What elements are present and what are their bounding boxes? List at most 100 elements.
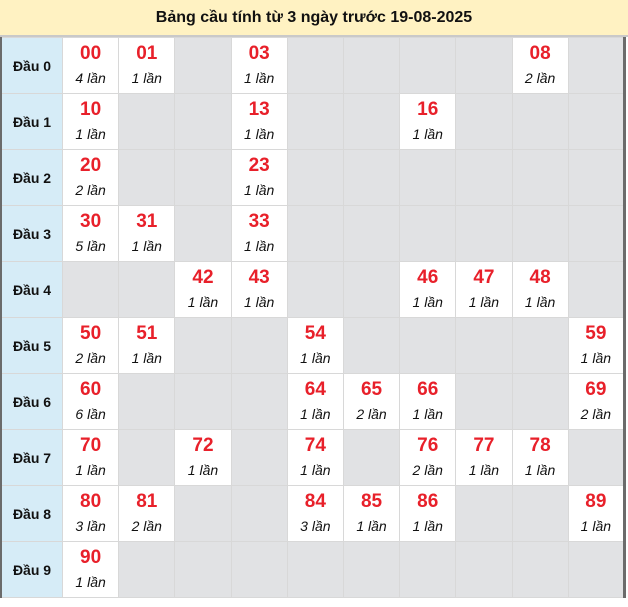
number-cell: 65 2 lần <box>342 373 401 430</box>
lotto-number: 86 <box>417 491 439 512</box>
table-row: Đầu 5 50 2 lần 51 1 lần 54 1 lần 59 1 lần <box>0 317 626 374</box>
occurrence-count: 5 lần <box>75 238 106 254</box>
occurrence-count: 1 lần <box>412 518 443 534</box>
occurrence-count: 1 lần <box>300 406 331 422</box>
lotto-number: 20 <box>80 155 102 176</box>
number-cell: 90 1 lần <box>61 541 120 598</box>
occurrence-count: 1 lần <box>580 518 612 534</box>
row-label: Đầu 6 <box>0 373 63 430</box>
number-cell: 85 1 lần <box>342 485 401 542</box>
empty-cell <box>118 149 176 206</box>
lotto-number: 50 <box>80 323 102 344</box>
table-row: Đầu 3 30 5 lần 31 1 lần 33 1 lần <box>0 205 626 262</box>
lotto-number: 81 <box>136 491 158 512</box>
number-cell: 03 1 lần <box>230 37 288 94</box>
number-cell: 23 1 lần <box>230 149 288 206</box>
empty-cell <box>455 37 513 94</box>
empty-cell <box>342 429 401 486</box>
number-cell: 16 1 lần <box>399 93 457 150</box>
empty-cell <box>174 205 232 262</box>
empty-cell <box>342 149 401 206</box>
empty-cell <box>286 93 344 150</box>
occurrence-count: 1 lần <box>187 294 219 310</box>
number-cell: 51 1 lần <box>118 317 176 374</box>
occurrence-count: 6 lần <box>75 406 106 422</box>
occurrence-count: 2 lần <box>580 406 612 422</box>
number-cell: 69 2 lần <box>567 373 626 430</box>
table-title: Bảng cầu tính từ 3 ngày trước 19-08-2025 <box>0 0 628 37</box>
empty-cell <box>567 261 626 318</box>
empty-cell <box>511 373 569 430</box>
lotto-number: 90 <box>80 547 102 568</box>
empty-cell <box>342 93 401 150</box>
number-cell: 80 3 lần <box>61 485 120 542</box>
empty-cell <box>342 317 401 374</box>
table-row: Đầu 8 80 3 lần 81 2 lần 84 3 lần 85 1 lần 86 1 lần… <box>0 485 626 542</box>
occurrence-count: 1 lần <box>412 406 443 422</box>
occurrence-count: 1 lần <box>131 238 162 254</box>
lotto-number: 64 <box>304 379 326 400</box>
row-label: Đầu 0 <box>0 37 63 94</box>
empty-cell <box>455 485 513 542</box>
lotto-number: 59 <box>585 323 607 344</box>
occurrence-count: 2 lần <box>131 518 162 534</box>
lotto-number: 65 <box>360 379 383 400</box>
empty-cell <box>174 149 232 206</box>
row-label: Đầu 5 <box>0 317 63 374</box>
lotto-number: 00 <box>80 43 102 64</box>
lotto-number: 78 <box>529 435 551 456</box>
empty-cell <box>230 429 288 486</box>
occurrence-count: 1 lần <box>75 462 106 478</box>
number-cell: 46 1 lần <box>399 261 457 318</box>
empty-cell <box>455 205 513 262</box>
lotto-number: 33 <box>248 211 270 232</box>
empty-cell <box>567 37 626 94</box>
lotto-number: 60 <box>80 379 102 400</box>
empty-cell <box>174 485 232 542</box>
empty-cell <box>286 149 344 206</box>
occurrence-count: 1 lần <box>243 238 275 254</box>
number-cell: 89 1 lần <box>567 485 626 542</box>
lotto-number: 08 <box>529 43 551 64</box>
empty-cell <box>174 541 232 598</box>
lotto-number: 31 <box>136 211 158 232</box>
number-cell: 84 3 lần <box>286 485 344 542</box>
occurrence-count: 1 lần <box>412 126 443 142</box>
number-cell: 72 1 lần <box>174 429 232 486</box>
empty-cell <box>342 541 401 598</box>
number-cell: 01 1 lần <box>118 37 176 94</box>
table-row: Đầu 1 10 1 lần 13 1 lần 16 1 lần <box>0 93 626 150</box>
lotto-number: 10 <box>80 99 102 120</box>
lotto-number: 43 <box>248 267 270 288</box>
row-label: Đầu 1 <box>0 93 63 150</box>
number-cell: 42 1 lần <box>174 261 232 318</box>
number-cell: 76 2 lần <box>399 429 457 486</box>
lotto-number: 46 <box>417 267 439 288</box>
empty-cell <box>399 205 457 262</box>
lotto-number: 76 <box>417 435 439 456</box>
empty-cell <box>567 205 626 262</box>
lotto-number: 80 <box>80 491 102 512</box>
number-cell: 78 1 lần <box>511 429 569 486</box>
occurrence-count: 4 lần <box>75 70 106 86</box>
number-cell: 59 1 lần <box>567 317 626 374</box>
lotto-number: 89 <box>585 491 607 512</box>
number-cell: 50 2 lần <box>61 317 120 374</box>
number-cell: 81 2 lần <box>118 485 176 542</box>
lotto-number: 48 <box>529 267 551 288</box>
lotto-number: 66 <box>417 379 439 400</box>
occurrence-count: 1 lần <box>300 350 331 366</box>
row-label: Đầu 9 <box>0 541 63 598</box>
number-cell: 48 1 lần <box>511 261 569 318</box>
empty-cell <box>118 373 176 430</box>
empty-cell <box>230 373 288 430</box>
occurrence-count: 3 lần <box>300 518 331 534</box>
empty-cell <box>511 205 569 262</box>
empty-cell <box>567 93 626 150</box>
empty-cell <box>511 541 569 598</box>
number-cell: 77 1 lần <box>455 429 513 486</box>
occurrence-count: 1 lần <box>524 294 556 310</box>
lotto-number: 77 <box>473 435 495 456</box>
empty-cell <box>286 37 344 94</box>
lotto-number: 84 <box>304 491 326 512</box>
